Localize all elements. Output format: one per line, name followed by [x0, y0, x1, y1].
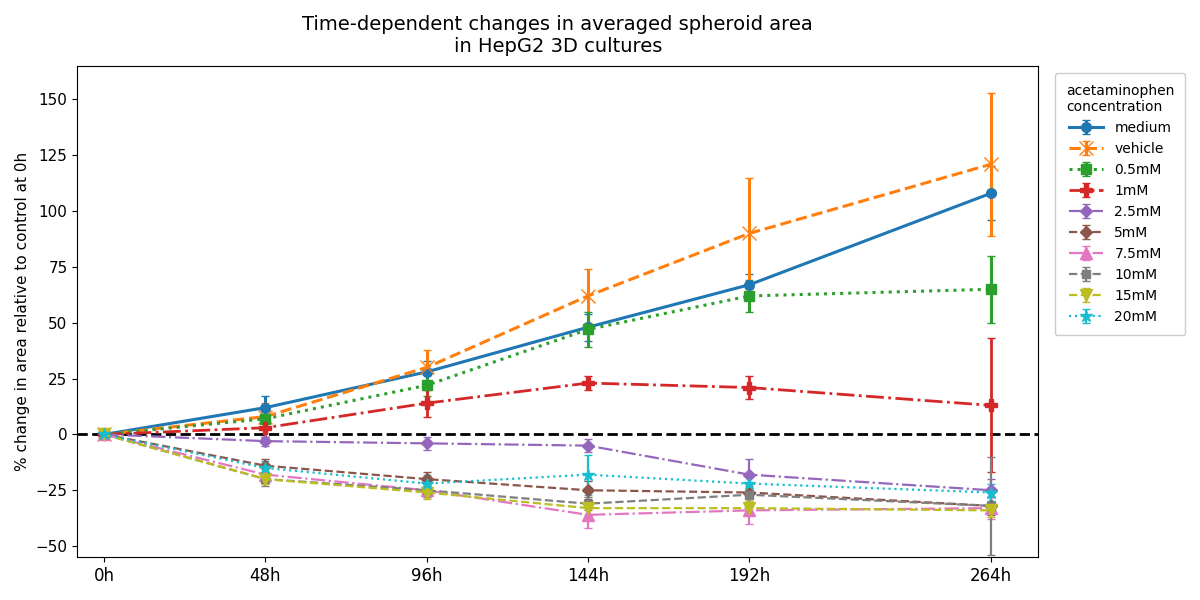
Legend: medium, vehicle, 0.5mM, 1mM, 2.5mM, 5mM, 7.5mM, 10mM, 15mM, 20mM: medium, vehicle, 0.5mM, 1mM, 2.5mM, 5mM,…: [1055, 73, 1186, 335]
Title: Time-dependent changes in averaged spheroid area
in HepG2 3D cultures: Time-dependent changes in averaged spher…: [302, 15, 814, 56]
Y-axis label: % change in area relative to control at 0h: % change in area relative to control at …: [16, 152, 30, 471]
